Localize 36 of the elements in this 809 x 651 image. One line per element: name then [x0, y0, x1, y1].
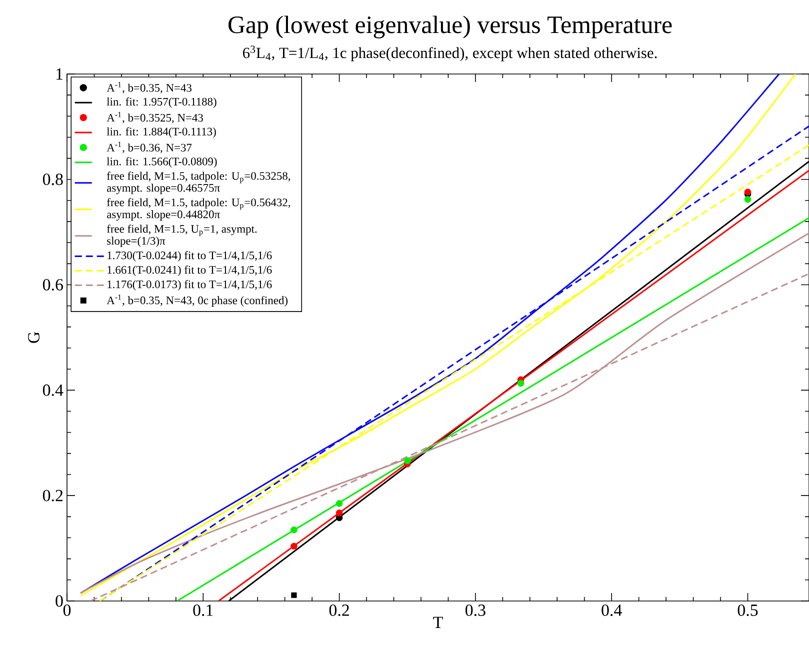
legend-label: lin. fit: 1.957(T-0.1188): [106, 97, 216, 108]
legend-label: 1.730(T-0.0244) fit to T=1/4,1/5,1/6: [108, 251, 272, 262]
x-tick-label: 0.5: [738, 604, 758, 616]
y-tick-label: 0: [56, 595, 63, 607]
x-tick-label: 0.3: [466, 604, 486, 616]
point: [290, 526, 298, 534]
x-tick-label: 0.4: [602, 604, 622, 616]
text: free field, M=1.5, U$_{p}$=1, asympt. slope=(1/3)π: [106, 224, 257, 248]
x-axis-title: T: [433, 616, 443, 628]
x-tick-label: 0.1: [193, 604, 213, 616]
point: [336, 500, 343, 507]
legend-label: A$^{-1}$, b=0.3525, N=43: [106, 112, 203, 124]
chart-title: Gap (lowest eigenvalue) versus Temperature: [228, 16, 672, 38]
y-tick-label: 0.6: [42, 279, 63, 291]
point: [290, 542, 298, 550]
legend-label: 1.661(T-0.0241) fit to T=1/4,1/5,1/6: [108, 266, 272, 276]
point: [744, 196, 752, 203]
y-tick-label: 1: [56, 68, 62, 80]
x-tick-label: 0: [63, 604, 71, 616]
legend-label: 1.176(T-0.0173) fit to T=1/4,1/5,1/6: [108, 280, 272, 291]
y-axis-title: G: [28, 332, 40, 343]
point: [517, 380, 524, 387]
legend-label: A$^{-1}$, b=0.35, N=43, 0c phase (confined): [106, 294, 288, 307]
chart-subtitle: 6$^{3}$L$_{4}$, T=1/L$_{4}$, 1c phase(deconfined), except when stated otherwise.: [242, 46, 657, 62]
x-tick-label: 0.2: [329, 604, 349, 616]
point: [744, 188, 752, 196]
legend-label: lin. fit: 1.884(T-0.1113): [106, 127, 216, 138]
point: [404, 457, 411, 464]
y-tick-label: 0.4: [42, 384, 64, 396]
y-tick-label: 0.8: [42, 174, 63, 186]
legend-label: A$^{-1}$, b=0.35, N=43: [106, 82, 192, 94]
point: [336, 510, 343, 516]
legend-label: A$^{-1}$, b=0.36, N=37: [106, 142, 192, 154]
y-tick-label: 0.2: [42, 490, 63, 502]
legend-label: lin. fit: 1.566(T-0.0809): [106, 157, 217, 168]
point: [291, 592, 297, 598]
